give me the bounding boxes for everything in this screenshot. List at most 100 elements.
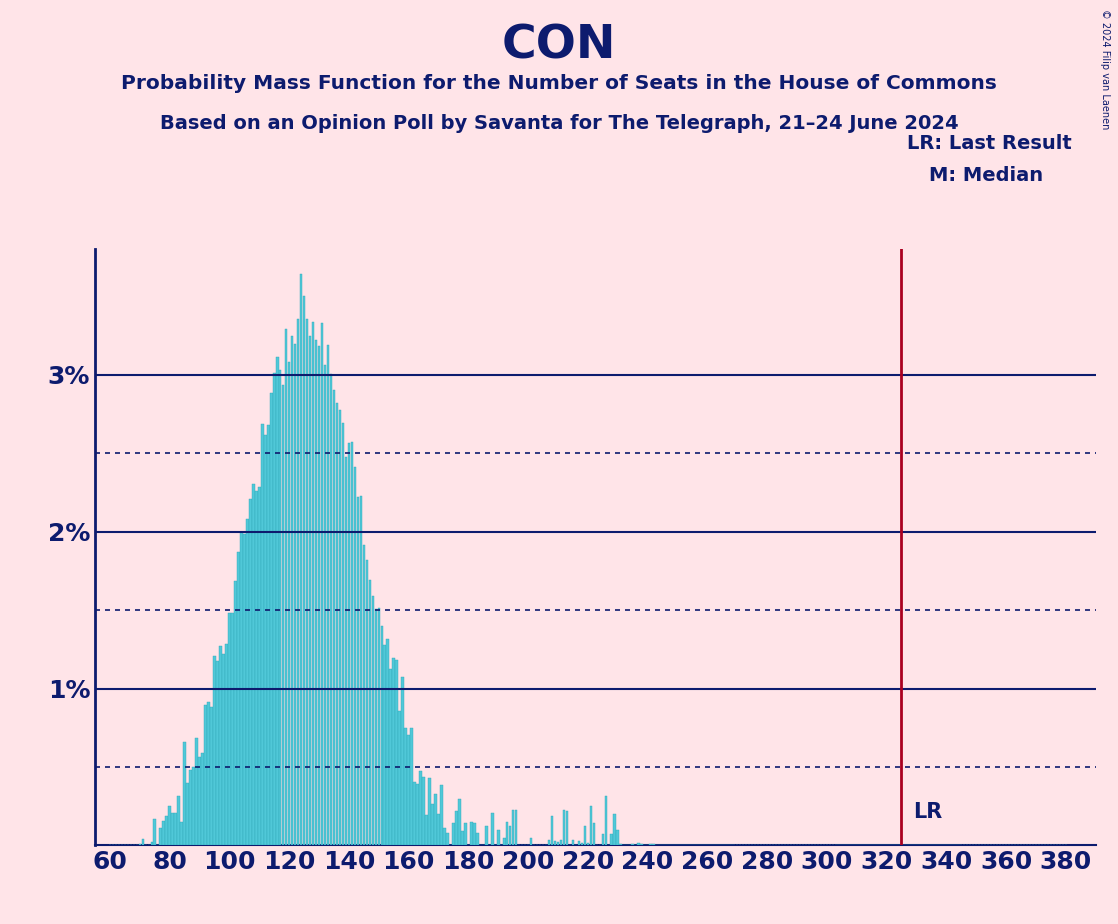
Bar	[303, 297, 305, 845]
Bar	[162, 821, 165, 845]
Bar	[318, 346, 321, 845]
Bar	[410, 728, 413, 845]
Bar	[470, 822, 473, 845]
Bar	[383, 645, 386, 845]
Bar	[455, 811, 457, 845]
Bar	[214, 656, 216, 845]
Bar	[309, 335, 311, 845]
Bar	[396, 660, 398, 845]
Bar	[553, 841, 557, 845]
Bar	[237, 553, 239, 845]
Bar	[258, 487, 260, 845]
Bar	[443, 828, 446, 845]
Bar	[315, 340, 318, 845]
Bar	[267, 425, 269, 845]
Bar	[419, 771, 421, 845]
Bar	[461, 831, 464, 845]
Bar	[560, 840, 562, 845]
Bar	[139, 844, 141, 845]
Bar	[335, 403, 339, 845]
Bar	[601, 833, 604, 845]
Bar	[587, 844, 589, 845]
Bar	[371, 596, 375, 845]
Bar	[192, 767, 195, 845]
Bar	[401, 677, 404, 845]
Bar	[351, 442, 353, 845]
Bar	[407, 736, 410, 845]
Bar	[637, 844, 639, 845]
Bar	[264, 434, 266, 845]
Bar	[234, 581, 237, 845]
Bar	[344, 457, 348, 845]
Bar	[280, 371, 282, 845]
Bar	[578, 841, 580, 845]
Bar	[369, 580, 371, 845]
Bar	[174, 813, 177, 845]
Text: M: Median: M: Median	[929, 166, 1043, 186]
Bar	[198, 757, 201, 845]
Bar	[392, 658, 395, 845]
Bar	[160, 828, 162, 845]
Bar	[476, 833, 479, 845]
Bar	[210, 707, 212, 845]
Bar	[360, 496, 362, 845]
Bar	[187, 783, 189, 845]
Bar	[614, 814, 616, 845]
Bar	[282, 385, 284, 845]
Bar	[219, 646, 221, 845]
Bar	[333, 391, 335, 845]
Text: Probability Mass Function for the Number of Seats in the House of Commons: Probability Mass Function for the Number…	[121, 74, 997, 93]
Bar	[326, 346, 330, 845]
Bar	[246, 518, 248, 845]
Bar	[260, 423, 264, 845]
Bar	[178, 796, 180, 845]
Bar	[548, 840, 550, 845]
Bar	[249, 499, 252, 845]
Bar	[580, 843, 584, 845]
Bar	[491, 813, 493, 845]
Bar	[353, 467, 357, 845]
Bar	[509, 826, 511, 845]
Bar	[324, 365, 326, 845]
Bar	[330, 374, 332, 845]
Bar	[142, 839, 144, 845]
Bar	[243, 534, 246, 845]
Bar	[584, 826, 586, 845]
Text: LR: LR	[913, 802, 942, 822]
Bar	[300, 274, 302, 845]
Bar	[551, 816, 553, 845]
Bar	[216, 661, 219, 845]
Bar	[207, 702, 210, 845]
Bar	[153, 819, 157, 845]
Bar	[339, 409, 341, 845]
Bar	[312, 322, 314, 845]
Bar	[428, 778, 430, 845]
Bar	[196, 737, 198, 845]
Bar	[252, 484, 255, 845]
Text: Based on an Opinion Poll by Savanta for The Telegraph, 21–24 June 2024: Based on an Opinion Poll by Savanta for …	[160, 114, 958, 133]
Bar	[348, 444, 350, 845]
Bar	[291, 336, 293, 845]
Bar	[562, 809, 566, 845]
Bar	[425, 815, 428, 845]
Bar	[321, 322, 323, 845]
Text: LR: Last Result: LR: Last Result	[907, 134, 1072, 153]
Bar	[151, 843, 153, 845]
Bar	[473, 823, 475, 845]
Bar	[605, 796, 607, 845]
Bar	[366, 560, 368, 845]
Bar	[183, 742, 186, 845]
Bar	[571, 840, 575, 845]
Bar	[641, 844, 643, 845]
Bar	[452, 823, 455, 845]
Bar	[389, 669, 392, 845]
Text: © 2024 Filip van Laenen: © 2024 Filip van Laenen	[1100, 9, 1110, 129]
Bar	[342, 423, 344, 845]
Bar	[416, 784, 419, 845]
Bar	[273, 373, 275, 845]
Bar	[405, 727, 407, 845]
Bar	[437, 814, 439, 845]
Bar	[255, 491, 257, 845]
Bar	[458, 799, 461, 845]
Bar	[387, 639, 389, 845]
